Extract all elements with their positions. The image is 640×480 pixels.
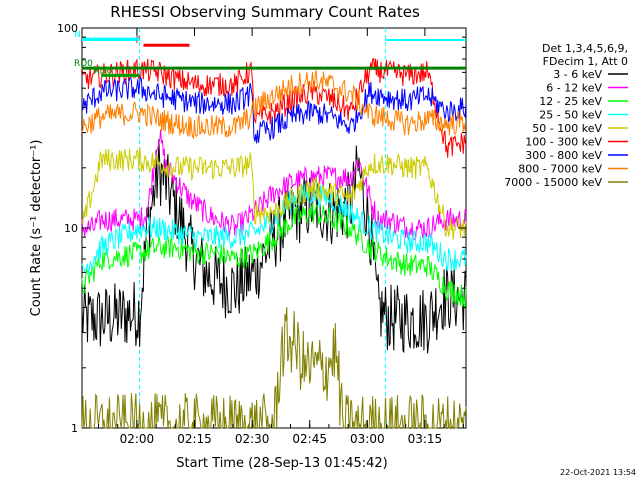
series-layer [81, 57, 467, 430]
legend-header-line-1: Det 1,3,4,5,6,9, [542, 42, 628, 55]
legend-label-800-7000-kev: 800 - 7000 keV [518, 163, 602, 176]
legend-header-line-2: FDecim 1, Att 0 [543, 55, 628, 68]
footer-timestamp: 22-Oct-2021 13:54 [560, 468, 636, 477]
x-tick-label-02-45: 02:45 [292, 432, 327, 446]
series-line-100-300-kev [81, 57, 467, 158]
annotation-label-f: F [135, 36, 140, 46]
legend-label-3-6-kev: 3 - 6 keV [553, 68, 602, 81]
y-axis-label: Count Rate (s⁻¹ detector⁻¹) [29, 140, 44, 317]
series-line-6-12-kev [81, 129, 467, 242]
legend-label-25-50-kev: 25 - 50 keV [539, 109, 602, 122]
series-line-300-800-kev [81, 76, 467, 144]
axes: 1 10 100 02:00 02:15 02:30 02:45 03:00 03:15 [57, 22, 466, 446]
series-line-800-7000-kev [81, 69, 466, 140]
x-tick-label-03-15: 03:15 [408, 432, 443, 446]
chart-title: RHESSI Observing Summary Count Rates [110, 3, 420, 21]
x-tick-label-02-15: 02:15 [177, 432, 212, 446]
y-tick-label-10: 10 [64, 222, 78, 235]
x-tick-label-02-30: 02:30 [235, 432, 270, 446]
series-line-7000-15000-kev [81, 307, 467, 430]
legend-label-12-25-kev: 12 - 25 keV [539, 95, 602, 108]
legend-label-7000-15000-kev: 7000 - 15000 keV [504, 176, 602, 189]
x-tick-label-02-00: 02:00 [120, 432, 155, 446]
series-line-25-50-kev [81, 184, 467, 276]
annotation-label-n: N [74, 30, 81, 40]
legend-label-300-800-kev: 300 - 800 keV [525, 149, 602, 162]
series-line-50-100-kev [81, 147, 467, 241]
x-tick-label-03-00: 03:00 [350, 432, 385, 446]
y-tick-label-100: 100 [57, 22, 78, 35]
series-line-12-25-kev [81, 202, 467, 309]
annotation-label-rd6: RD6 [93, 66, 112, 76]
y-tick-label-1: 1 [71, 422, 78, 435]
annotation-label-rd0: RD0 [74, 59, 93, 69]
legend-label-6-12-kev: 6 - 12 keV [546, 82, 602, 95]
legend: Det 1,3,4,5,6,9, FDecim 1, Att 0 3 - 6 k… [504, 42, 628, 189]
x-axis-label: Start Time (28-Sep-13 01:45:42) [176, 456, 387, 471]
legend-label-50-100-kev: 50 - 100 keV [532, 122, 602, 135]
series-line-3-6-kev [81, 139, 467, 354]
legend-label-100-300-kev: 100 - 300 keV [525, 136, 602, 149]
